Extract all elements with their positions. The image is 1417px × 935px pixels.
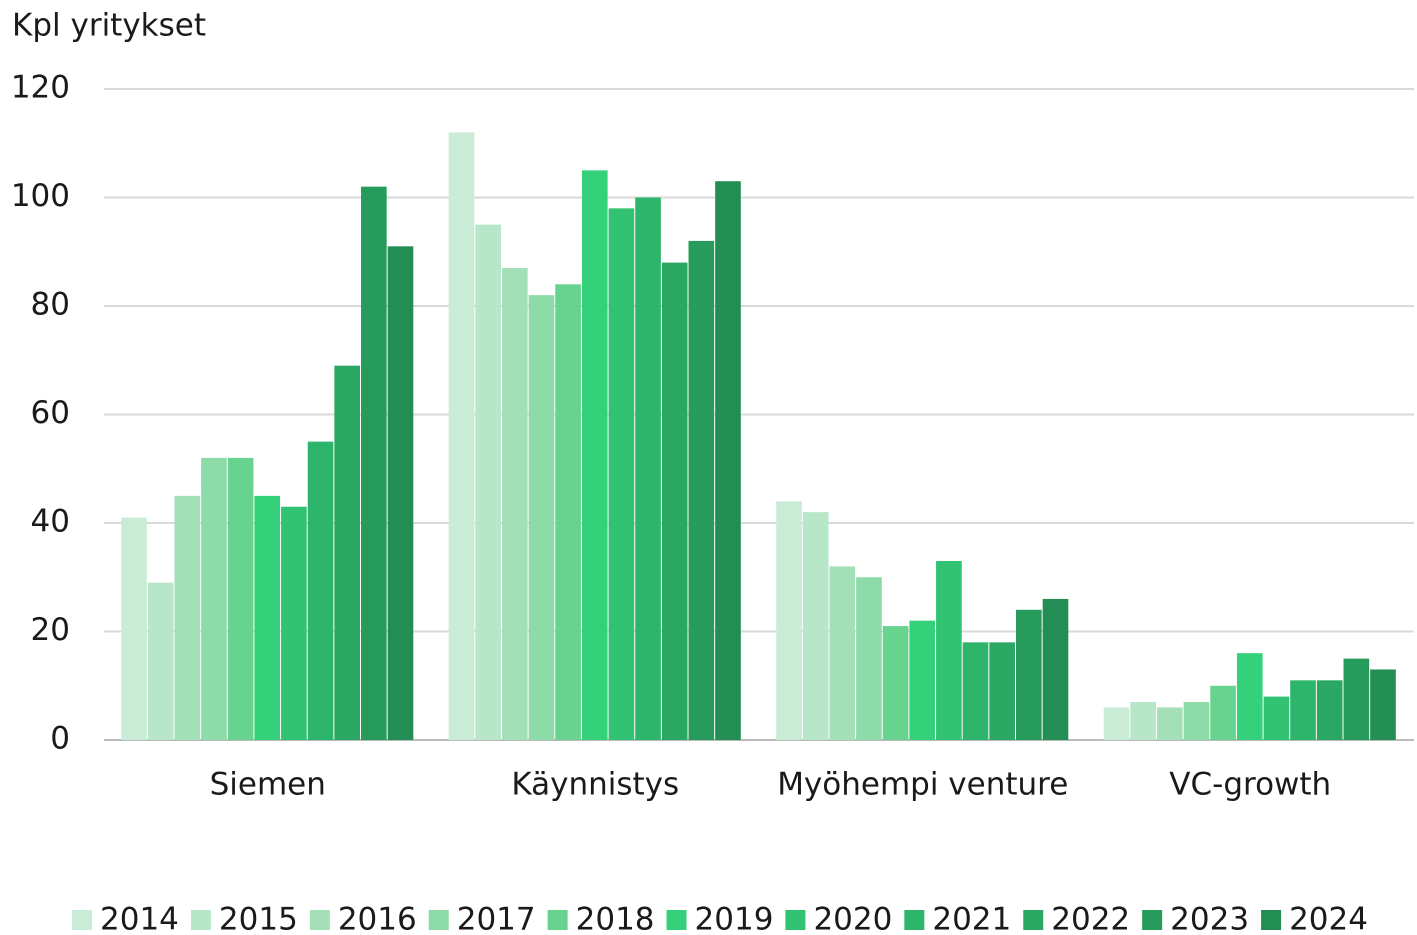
legend-label: 2018 [576,902,655,935]
bar [448,132,475,740]
bar [334,365,361,740]
legend-swatch [1261,910,1282,930]
y-tick-label: 80 [31,287,70,323]
legend-swatch [72,910,92,930]
legend-label: 2021 [932,902,1011,935]
bar [856,577,882,740]
bar [715,181,741,741]
bar [121,517,147,740]
bar [1290,680,1316,740]
y-tick-label: 40 [31,504,70,540]
y-tick-label: 120 [11,70,70,106]
bar [962,642,989,740]
bar [635,197,661,740]
bar [227,457,254,740]
x-tick-label: Siemen [210,767,326,803]
bar [1042,598,1069,740]
bar [829,566,856,740]
y-tick-label: 100 [11,178,70,214]
bar [147,582,174,740]
bar [661,262,688,740]
legend-swatch [190,910,211,930]
bar [1370,669,1396,740]
bar [387,246,414,740]
bar [688,240,715,740]
bar [201,457,227,740]
legend-swatch [309,910,330,930]
x-tick-label: VC-growth [1169,767,1331,803]
legend-label: 2022 [1051,902,1130,935]
bar [1263,696,1290,740]
x-tick-label: Myöhempi venture [777,767,1068,803]
bar [1343,658,1370,740]
bar [1156,707,1183,740]
bar [254,495,281,740]
bar [281,506,307,740]
legend-label: 2016 [338,902,417,935]
y-tick-label: 0 [50,721,70,757]
legend-swatch [1142,910,1163,930]
bar [1103,707,1130,740]
legend-label: 2017 [457,902,536,935]
legend-label: 2020 [813,902,892,935]
bar [501,268,528,740]
bar [475,224,501,740]
bar [1130,702,1156,740]
bar [361,186,387,740]
legend-label: 2015 [219,902,298,935]
y-tick-label: 60 [31,395,70,431]
bar [174,495,201,740]
bar [776,501,802,740]
bar [555,284,581,740]
bar [307,441,334,740]
bar [936,560,962,740]
bar [1183,702,1210,740]
legend-swatch [904,910,925,930]
bar [608,208,635,741]
bar [528,295,555,740]
legend-swatch [1023,910,1044,930]
bar [802,512,829,740]
x-tick-label: Käynnistys [511,767,679,803]
bar [1210,685,1236,740]
legend-swatch [666,910,687,930]
y-tick-label: 20 [31,612,70,648]
legend-label: 2023 [1170,902,1249,935]
bar [989,642,1016,740]
bar [581,170,608,740]
legend-label: 2024 [1289,902,1368,935]
legend-label: 2019 [695,902,774,935]
legend-swatch [428,910,449,930]
bar [1016,609,1042,740]
bar [882,626,909,740]
bar [909,620,936,740]
y-axis-label: Kpl yritykset [12,8,206,44]
legend-label: 2014 [100,902,179,935]
bar [1316,680,1343,740]
legend-swatch [785,910,806,930]
legend-swatch [547,910,568,930]
bar [1236,653,1263,740]
